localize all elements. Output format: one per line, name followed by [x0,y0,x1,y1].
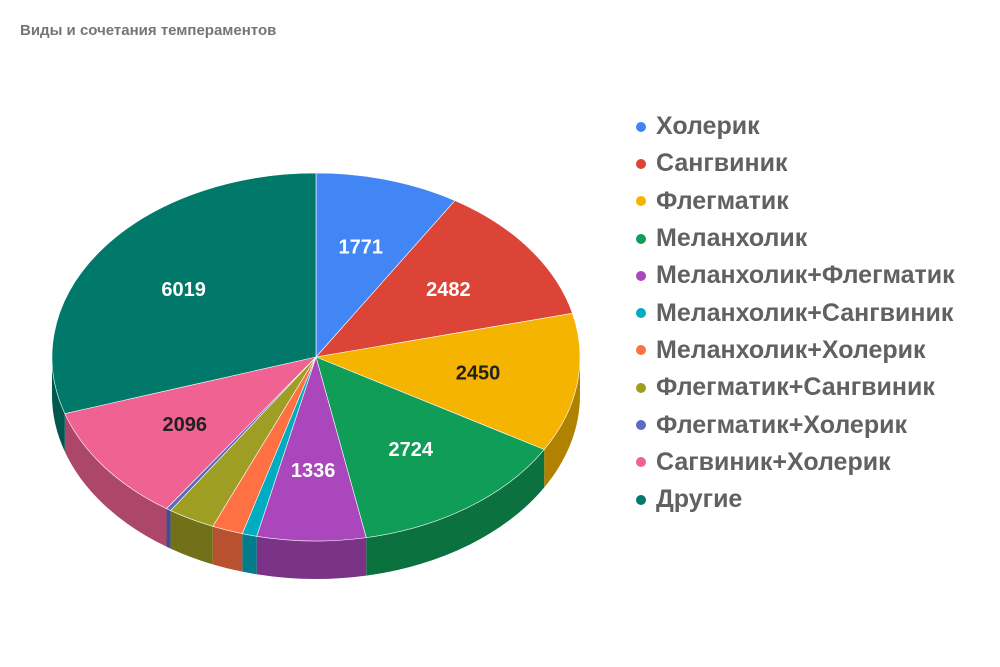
pie-side-Флегматик+Сангвиник [170,510,213,565]
legend-item: Сагвиник+Холерик [636,444,955,481]
pie-slice-Сагвиник+Холерик [64,356,317,510]
legend-label: Сангвиник [656,149,788,178]
pie-side-Меланхолик+Сангвиник [242,533,257,575]
pie-side-Сагвиник+Холерик [64,413,167,547]
pie-slice-Флегматик [314,312,581,450]
legend-label: Меланхолик+Флегматик [656,261,955,290]
pie-side-Меланхолик+Холерик [212,526,243,572]
pie-slice-Меланхолик+Флегматик [256,355,367,542]
pie-value-label: 1771 [339,236,384,258]
legend-swatch [636,158,646,169]
legend-item: Флегматик+Холерик [636,406,955,443]
legend-swatch [636,494,646,505]
legend-swatch [636,345,646,356]
legend-item: Флегматик+Сангвиник [636,369,955,406]
pie-side-Меланхолик [366,449,545,576]
pie-slice-Другие [51,172,317,414]
legend-item: Меланхолик [636,220,955,257]
legend-item: Флегматик [636,183,955,220]
legend-swatch [636,270,646,281]
legend-swatch [636,121,646,132]
legend-swatch [636,457,646,468]
legend-label: Холерик [656,112,760,141]
legend-label: Сагвиник+Холерик [656,447,891,476]
pie-value-label: 2096 [163,414,208,436]
pie-side-Флегматик [544,357,580,488]
pie-value-labels: 1771 2482 2450 2724 1336 2096 6019 [161,236,500,482]
legend-label: Меланхолик [656,224,808,253]
chart-legend: Холерик Сангвиник Флегматик Меланхолик Мелан… [636,108,955,518]
legend-item: Другие [636,481,955,518]
legend-label: Флегматик [656,186,789,215]
legend-label: Флегматик+Холерик [656,410,907,439]
legend-swatch [636,233,646,244]
pie-value-label: 1336 [291,460,336,482]
legend-item: Сангвиник [636,145,955,182]
pie-side-Другие [52,357,65,452]
legend-label: Флегматик+Сангвиник [656,373,935,402]
legend-swatch [636,196,646,207]
pie-value-label: 2482 [426,279,471,301]
pie-value-label: 2450 [456,362,501,384]
legend-label: Меланхолик+Холерик [656,335,926,364]
pie-side-Меланхолик+Флегматик [256,536,367,579]
legend-item: Меланхолик+Сангвиник [636,294,955,331]
legend-label: Меланхолик+Сангвиник [656,298,954,327]
chart-title: Виды и сочетания темпераментов [20,22,277,39]
pie-value-label: 2724 [389,439,434,461]
pie-slice-Холерик [315,172,456,358]
legend-label: Другие [656,485,743,514]
legend-swatch [636,420,646,431]
pie-side-walls [52,357,580,579]
pie-value-label: 6019 [161,279,206,301]
legend-item: Меланхолик+Флегматик [636,257,955,294]
pie-slice-Меланхолик [315,356,545,538]
pie-side-Флегматик+Холерик [166,508,171,549]
legend-swatch [636,308,646,319]
legend-item: Меланхолик+Холерик [636,332,955,369]
pie-top [51,172,581,542]
pie-slice-Сангвиник [315,200,573,358]
legend-item: Холерик [636,108,955,145]
legend-swatch [636,382,646,393]
